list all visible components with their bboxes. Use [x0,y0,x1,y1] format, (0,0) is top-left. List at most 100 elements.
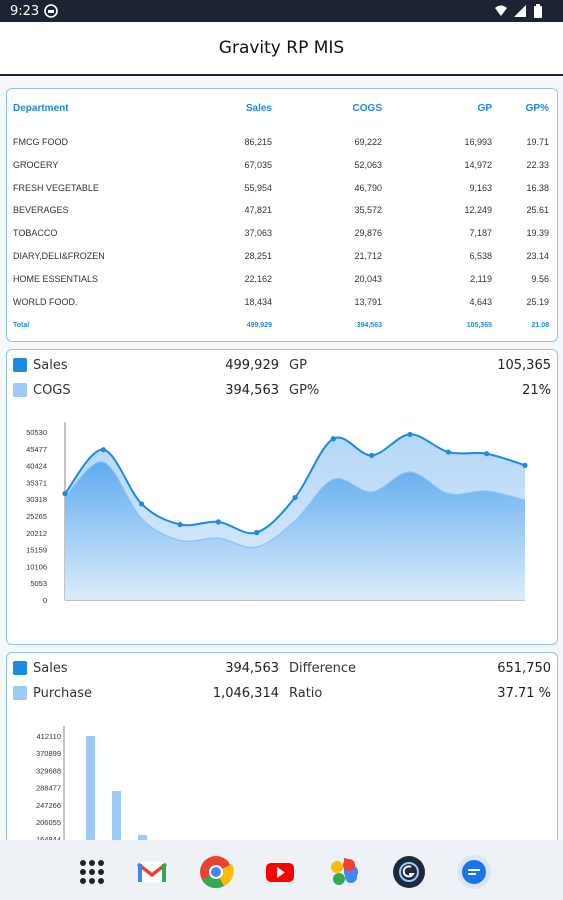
gp-label: GP [289,358,307,373]
header-gp: GP [477,103,492,114]
header-department: Department [13,103,69,114]
y-tick-label: 50530 [26,428,47,437]
table-cell-department: WORLD FOOD. [13,296,78,307]
table-cell-department: DIARY,DELI&FROZEN [13,251,105,261]
cogs-legend-label: COGS [33,383,71,398]
wifi-icon [495,5,507,16]
page-title: Gravity RP MIS [218,38,345,58]
table-cell-gp-pct: 25.19 [526,296,549,307]
table-cell-department: GROCERY [13,159,59,170]
cogs-total-value: 394,563 [225,383,279,398]
table-cell-gp-pct: 9.56 [531,273,549,284]
purchase-bar-chart: 412110 370899 329688 288477 247266 206055 1648… [36,726,147,853]
sales-cogs-area-chart: 5053045477404243537130318252652021215159… [26,422,528,605]
purchase-value: 1,046,314 [212,686,279,701]
y-tick-label: 25265 [26,512,47,521]
header-cogs: COGS [352,103,382,114]
status-bar: 9:23 [0,0,563,22]
table-cell-gp: 2,119 [470,273,492,284]
difference-value: 651,750 [497,661,551,676]
battery-icon [534,4,542,18]
table-total-sales: 499,929 [246,322,272,330]
table-cell-cogs: 21,712 [354,251,382,261]
sales-cogs-chart-card: Sales 499,929 GP 105,365 COGS 394,563 GP… [6,349,558,645]
purchase-bar [112,791,121,853]
table-cell-gp-pct: 19.71 [526,137,549,147]
table-cell-gp-pct: 16.38 [526,182,549,193]
sales-point [484,451,490,457]
y-tick-label: 20212 [26,529,47,538]
gp-total-value: 105,365 [497,358,551,373]
ratio-value: 37.71 % [497,686,551,701]
sales-point [522,462,528,468]
sales-legend-label-2: Sales [33,661,68,676]
table-cell-gp: 12,249 [464,205,492,216]
sales-point [100,447,106,453]
table-cell-sales: 28,251 [244,251,272,261]
sales-point [215,519,221,525]
table-cell-cogs: 52,063 [354,159,382,170]
gmail-icon[interactable] [134,854,170,890]
table-cell-sales: 18,434 [244,296,272,307]
y-tick-label-2: 329688 [36,766,61,775]
ratio-label: Ratio [289,686,323,701]
table-cell-cogs: 29,876 [354,228,382,239]
table-cell-sales: 47,821 [244,205,272,216]
sales-total-value: 499,929 [225,358,279,373]
photos-icon[interactable] [326,854,362,890]
table-cell-gp: 9,163 [469,182,492,193]
app-dock [0,840,563,900]
sales-legend-swatch [13,358,27,372]
sales-point [445,449,451,455]
sales-value-2: 394,563 [225,661,279,676]
status-time: 9:23 [10,4,40,19]
y-tick-label-2: 370899 [36,749,61,758]
chrome-icon[interactable] [198,854,234,890]
table-cell-sales: 67,035 [244,159,272,170]
table-cell-department: BEVERAGES [13,205,69,216]
sales-point [254,529,260,536]
cogs-area [65,461,525,600]
gp-pct-label: GP% [289,383,320,398]
table-cell-department: TOBACCO [13,228,58,239]
table-cell-cogs: 35,572 [354,205,382,216]
gp-pct-value: 21% [522,383,551,398]
table-cell-gp-pct: 23.14 [526,251,549,261]
purchase-bar [86,736,95,853]
y-tick-label-2: 164844 [36,835,61,844]
table-cell-gp-pct: 25.61 [526,205,549,216]
table-cell-gp: 16,993 [464,137,492,147]
gravity-app-icon[interactable] [391,854,427,890]
y-tick-label-2: 247266 [36,801,61,810]
table-cell-gp: 4,643 [469,296,492,307]
notification-icon [44,4,58,18]
table-cell-gp: 14,972 [464,159,492,170]
y-tick-label: 15159 [26,546,47,555]
difference-label: Difference [289,661,357,676]
y-tick-label: 35371 [26,478,47,487]
sales-point [177,521,183,528]
youtube-icon[interactable] [262,854,298,890]
table-cell-gp: 7,187 [469,228,492,239]
sales-point [62,491,68,497]
cogs-line [64,461,526,549]
sales-point [139,501,145,507]
table-total-gp: 105,365 [466,322,492,330]
table-total-gp-pct: 21.08 [531,322,549,330]
table-cell-gp-pct: 19.39 [526,228,549,239]
purchase-legend-label: Purchase [33,686,93,701]
signal-icon [514,5,526,17]
app-drawer-icon[interactable] [74,854,110,890]
messages-icon[interactable] [456,854,492,890]
purchase-legend-swatch [13,686,27,700]
table-cell-cogs: 13,791 [354,296,382,307]
y-tick-label: 30318 [26,495,47,504]
table-cell-sales: 55,954 [244,182,272,193]
table-cell-gp-pct: 22.33 [526,159,549,170]
table-cell-department: HOME ESSENTIALS [13,273,99,284]
sales-purchase-chart-card: Sales 394,563 Difference 651,750 Purchas… [6,652,558,854]
y-tick-label: 5053 [30,579,47,588]
table-total-cogs: 394,563 [356,322,382,330]
table-cell-department: FRESH VEGETABLE [13,182,99,193]
header-gp-pct: GP% [525,103,549,114]
